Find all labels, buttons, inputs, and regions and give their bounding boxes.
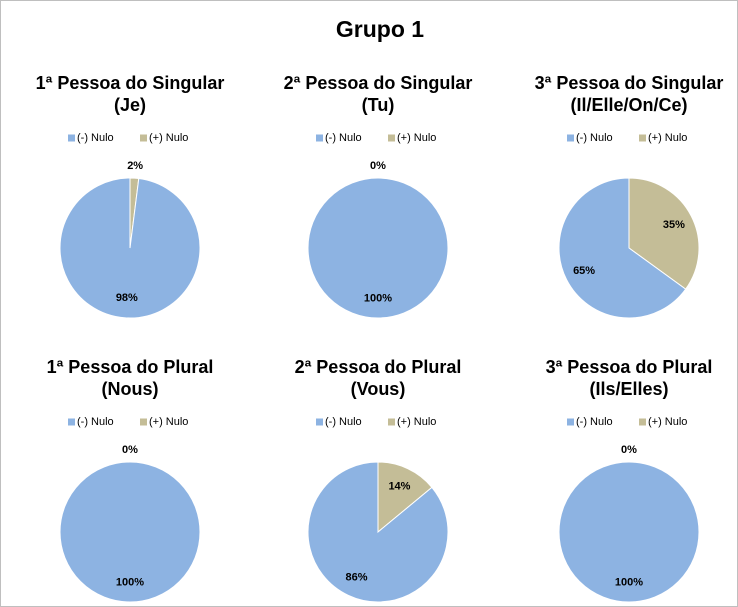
pie-slice <box>558 461 700 603</box>
pie-slice <box>307 177 449 319</box>
chart-title: 1ª Pessoa do Plural <box>47 357 214 377</box>
pie-slice <box>377 461 433 534</box>
chart-title: (Il/Elle/On/Ce) <box>570 95 687 115</box>
page-title: Grupo 1 <box>336 16 424 42</box>
chart-title: 1ª Pessoa do Singular <box>36 73 225 93</box>
legend-label: (-) Nulo <box>325 416 362 428</box>
legend-label: (+) Nulo <box>648 416 687 428</box>
chart-title: (Nous) <box>102 379 159 399</box>
legend-swatch <box>567 418 574 426</box>
chart-title: (Je) <box>114 95 146 115</box>
chart-title: 3ª Pessoa do Plural <box>546 357 713 377</box>
pie-slice <box>628 177 700 290</box>
legend-label: (-) Nulo <box>576 416 613 428</box>
value-label: 2% <box>127 160 143 172</box>
value-label: 100% <box>116 576 144 588</box>
pie-slice <box>558 177 687 319</box>
legend-swatch <box>68 418 75 426</box>
legend-label: (-) Nulo <box>77 132 114 144</box>
legend-swatch <box>140 134 147 142</box>
value-label: 100% <box>615 576 643 588</box>
chart-title: (Tu) <box>362 95 395 115</box>
legend-label: (+) Nulo <box>397 132 436 144</box>
legend-swatch <box>68 134 75 142</box>
legend-swatch <box>388 418 395 426</box>
legend-swatch <box>316 134 323 142</box>
value-label: 35% <box>663 219 685 231</box>
chart-title: 2ª Pessoa do Plural <box>295 357 462 377</box>
value-label: 65% <box>573 265 595 277</box>
value-label: 100% <box>364 292 392 304</box>
legend-swatch <box>639 418 646 426</box>
legend-label: (+) Nulo <box>149 416 188 428</box>
legend-swatch <box>639 134 646 142</box>
pie-slice <box>59 461 201 603</box>
chart-title: (Ils/Elles) <box>589 379 668 399</box>
chart-title: 2ª Pessoa do Singular <box>284 73 473 93</box>
legend-swatch <box>316 418 323 426</box>
legend-swatch <box>567 134 574 142</box>
value-label: 0% <box>122 444 138 456</box>
pie-slice <box>59 177 201 319</box>
value-label: 14% <box>388 480 410 492</box>
value-label: 0% <box>370 160 386 172</box>
pie-slice <box>307 461 449 603</box>
legend-label: (-) Nulo <box>576 132 613 144</box>
legend-label: (+) Nulo <box>149 132 188 144</box>
legend-label: (+) Nulo <box>648 132 687 144</box>
value-label: 98% <box>116 292 138 304</box>
value-label: 0% <box>621 444 637 456</box>
legend-label: (+) Nulo <box>397 416 436 428</box>
legend-swatch <box>140 418 147 426</box>
value-label: 86% <box>346 572 368 584</box>
legend-label: (-) Nulo <box>77 416 114 428</box>
legend-label: (-) Nulo <box>325 132 362 144</box>
legend-swatch <box>388 134 395 142</box>
chart-title: 3ª Pessoa do Singular <box>535 73 724 93</box>
chart-title: (Vous) <box>351 379 406 399</box>
